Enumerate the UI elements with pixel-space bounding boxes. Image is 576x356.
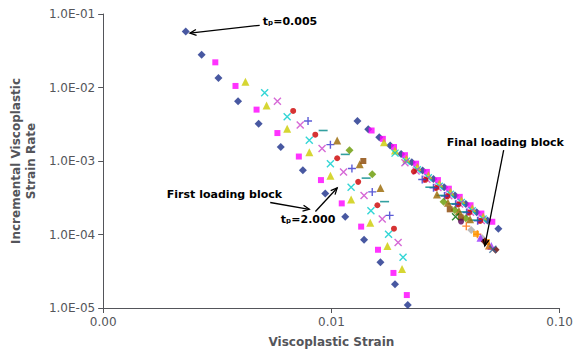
svg-text:Incremental Viscoplastic: Incremental Viscoplastic	[9, 78, 23, 244]
svg-text:0.00: 0.00	[90, 315, 117, 329]
svg-text:1.0E-01: 1.0E-01	[49, 7, 95, 21]
svg-text:tₚ=2.000: tₚ=2.000	[281, 213, 336, 226]
svg-text:1.0E-03: 1.0E-03	[49, 154, 95, 168]
svg-text:First loading block: First loading block	[167, 188, 283, 201]
svg-text:Viscoplastic Strain: Viscoplastic Strain	[268, 335, 394, 349]
svg-text:0.01: 0.01	[318, 315, 345, 329]
svg-text:1.0E-04: 1.0E-04	[49, 228, 95, 242]
svg-text:1.0E-02: 1.0E-02	[49, 81, 95, 95]
svg-text:0.10: 0.10	[546, 315, 573, 329]
svg-text:tₚ=0.005: tₚ=0.005	[263, 15, 318, 28]
svg-text:Strain Rate: Strain Rate	[24, 123, 38, 199]
svg-text:1.0E-05: 1.0E-05	[49, 301, 95, 315]
svg-text:Final loading block: Final loading block	[447, 136, 565, 149]
